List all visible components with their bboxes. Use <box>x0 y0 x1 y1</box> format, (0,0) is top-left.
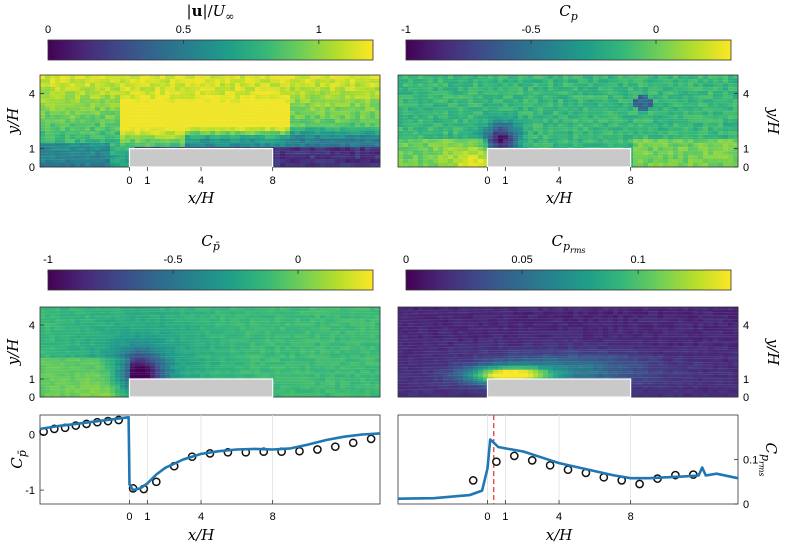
x-tick-label: 8 <box>270 175 276 187</box>
x-tick-label: 4 <box>556 511 562 523</box>
x-tick-label: 4 <box>198 511 204 523</box>
experiment-point <box>635 479 644 489</box>
y-tick-label: 4 <box>743 88 749 100</box>
y-tick-label: 0 <box>29 429 35 441</box>
x-axis-label: x/H <box>546 189 574 207</box>
x-axis-label: x/H <box>188 189 216 207</box>
experiment-point <box>492 457 501 467</box>
colorbar <box>405 39 732 61</box>
y-tick-label: 4 <box>29 320 35 332</box>
x-tick-label: 1 <box>144 511 150 523</box>
experiment-point <box>223 447 233 457</box>
x-axis-label: x/H <box>546 526 574 544</box>
y-axis-label: Cp̄ <box>8 450 29 469</box>
colorbar-tick-label: 0 <box>653 24 659 36</box>
y-tick-label: 0 <box>743 162 749 174</box>
colorbar-tick-label: 0 <box>403 254 409 266</box>
x-tick-label: 0 <box>484 511 490 523</box>
colorbar-tick-label: -0.5 <box>522 24 541 36</box>
contour-field <box>39 307 381 398</box>
y-axis-label: y/H <box>4 107 22 136</box>
plot-area <box>39 414 381 505</box>
simulation-line <box>40 415 380 492</box>
simulation-line <box>398 438 738 500</box>
y-axis-label: y/H <box>764 338 782 367</box>
y-tick-label: 0 <box>743 392 749 404</box>
experiment-point <box>545 460 555 470</box>
panel-title: Cprms <box>551 232 585 255</box>
y-tick-label: 1 <box>29 374 35 386</box>
y-tick-label: 0.1 <box>743 455 758 467</box>
y-tick-label: -1 <box>25 485 35 497</box>
panel-title: Cp <box>559 2 578 23</box>
y-tick-label: 4 <box>29 88 35 100</box>
colorbar <box>405 269 732 291</box>
x-tick-label: 8 <box>628 511 634 523</box>
colorbar-tick-label: -0.5 <box>164 254 183 266</box>
colorbar-tick-label: 0.5 <box>176 24 191 36</box>
experiment-point <box>313 445 322 454</box>
x-tick-label: 8 <box>270 511 276 523</box>
colorbar-tick-label: 0.1 <box>630 254 645 266</box>
experiment-point <box>330 442 340 452</box>
x-tick-label: 8 <box>628 175 634 187</box>
x-tick-label: 0 <box>126 511 132 523</box>
experiment-point <box>366 434 376 444</box>
block-obstacle <box>486 378 632 398</box>
experiment-point <box>527 456 537 465</box>
colorbar-tick-label: 1 <box>316 24 322 36</box>
y-tick-label: 0 <box>29 162 35 174</box>
y-tick-label: 1 <box>29 144 35 156</box>
x-tick-label: 1 <box>502 511 508 523</box>
x-tick-label: 0 <box>126 175 132 187</box>
colorbar-tick-label: 0.05 <box>511 254 532 266</box>
colorbar <box>47 39 374 61</box>
panel-title: Cp̄ <box>201 232 220 253</box>
block-obstacle <box>128 378 274 398</box>
x-tick-label: 4 <box>198 175 204 187</box>
profile-plot-1: 0 1 4 80-1Cp̄x/H <box>8 414 381 544</box>
contour-panel-4: 0 0.05 0.1 Cprms 0 1 4 y/H <box>397 232 782 404</box>
experiment-point <box>151 477 161 487</box>
y-tick-label: 0 <box>743 499 749 511</box>
y-axis-label: y/H <box>4 338 22 367</box>
x-tick-label: 4 <box>556 175 562 187</box>
x-tick-label: 0 <box>484 175 490 187</box>
y-tick-label: 1 <box>743 144 749 156</box>
block-obstacle <box>128 148 274 168</box>
block-obstacle <box>486 148 632 168</box>
y-axis-label: y/H <box>764 107 782 136</box>
experiment-point <box>509 451 519 461</box>
contour-panel-3: -1 -0.5 0 Cp̄ 0 1 4 y/H <box>4 232 381 404</box>
colorbar <box>47 269 374 291</box>
y-tick-label: 4 <box>743 320 749 332</box>
x-tick-label: 1 <box>144 175 150 187</box>
y-tick-label: 0 <box>29 392 35 404</box>
experiment-point <box>348 438 358 448</box>
panel-title: |u|/U∞ <box>187 2 235 23</box>
colorbar-tick-label: -1 <box>43 254 53 266</box>
colorbar-tick-label: -1 <box>401 24 411 36</box>
experiment-point <box>671 470 680 480</box>
colorbar-tick-label: 0 <box>45 24 51 36</box>
experiment-point <box>468 476 478 485</box>
contour-field <box>397 75 739 168</box>
x-axis-label: x/H <box>188 526 216 544</box>
y-axis-label: Cprms <box>757 442 780 476</box>
colorbar-tick-label: 0 <box>295 254 301 266</box>
experiment-point <box>49 424 59 434</box>
y-tick-label: 1 <box>743 374 749 386</box>
x-tick-label: 1 <box>502 175 508 187</box>
plot-area <box>397 414 739 505</box>
